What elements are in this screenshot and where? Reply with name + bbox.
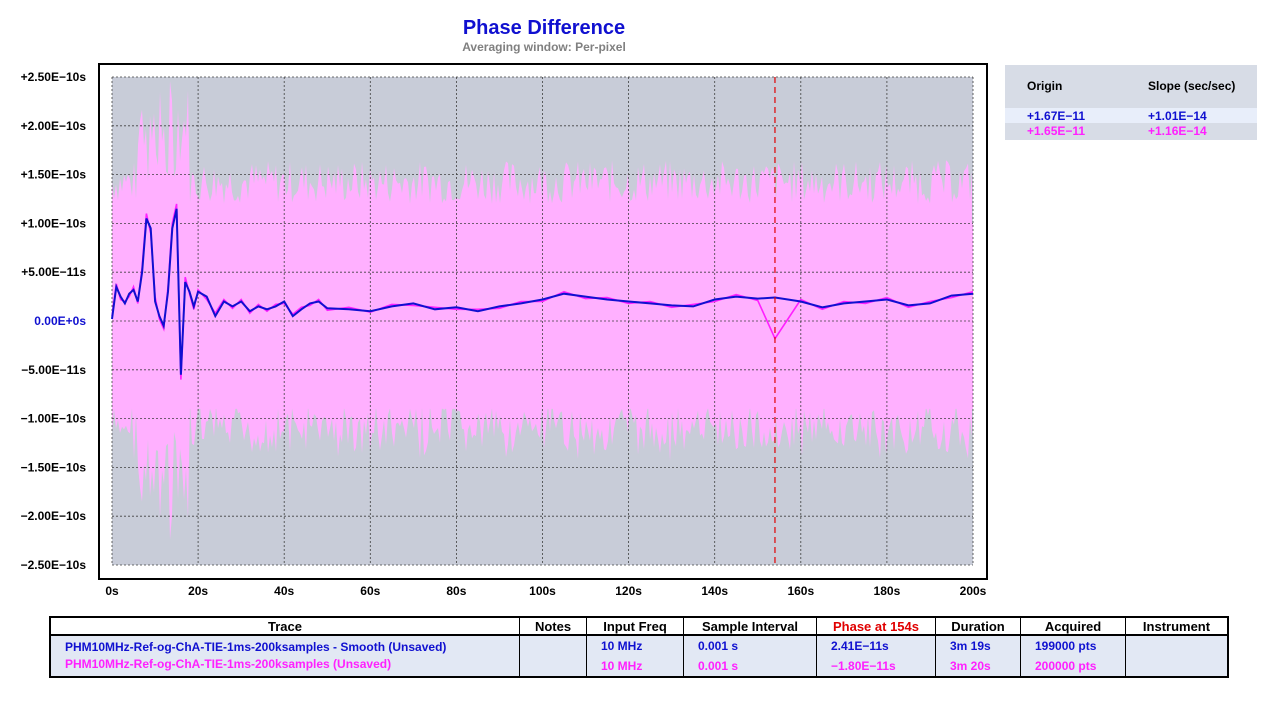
y-tick-label: −1.50E−10s <box>21 460 87 474</box>
legend-origin-2: +1.65E−11 <box>1027 124 1086 138</box>
col-notes[interactable]: Notes <box>519 616 587 636</box>
cell-freq: 10 MHz <box>586 656 684 677</box>
y-tick-labels: +2.50E−10s +2.00E−10s +1.50E−10s +1.00E−10s… <box>21 70 87 572</box>
cell-interval: 0.001 s <box>683 635 817 656</box>
x-tick-label: 200s <box>960 584 987 598</box>
x-tick-label: 0s <box>105 584 119 598</box>
cell-notes <box>519 656 587 677</box>
y-tick-label: −1.00E−10s <box>21 412 87 426</box>
y-tick-label: −2.00E−10s <box>21 509 87 523</box>
y-tick-label: +2.50E−10s <box>21 70 87 84</box>
cell-acquired: 199000 pts <box>1020 635 1126 656</box>
table-header-row: Trace Notes Input Freq Sample Interval P… <box>49 616 1229 636</box>
x-tick-label: 80s <box>446 584 466 598</box>
x-tick-label: 60s <box>360 584 380 598</box>
cell-freq: 10 MHz <box>586 635 684 656</box>
legend-header-origin: Origin <box>1027 79 1063 93</box>
fit-legend: Origin Slope (sec/sec) +1.67E−11 +1.01E−… <box>1005 65 1257 140</box>
cell-duration: 3m 20s <box>935 656 1021 677</box>
cell-notes <box>519 635 587 656</box>
x-tick-label: 140s <box>701 584 728 598</box>
col-trace[interactable]: Trace <box>49 616 520 636</box>
series-layer <box>111 203 974 380</box>
x-tick-label: 40s <box>274 584 294 598</box>
col-sample-interval[interactable]: Sample Interval <box>683 616 817 636</box>
trace-table: Trace Notes Input Freq Sample Interval P… <box>49 616 1229 678</box>
series-line-1 <box>111 208 974 375</box>
chart-subtitle: Averaging window: Per-pixel <box>462 40 626 54</box>
col-acquired[interactable]: Acquired <box>1020 616 1126 636</box>
col-input-freq[interactable]: Input Freq <box>586 616 684 636</box>
y-tick-label: +2.00E−10s <box>21 119 87 133</box>
y-tick-label: +1.50E−10s <box>21 168 87 182</box>
legend-slope-2: +1.16E−14 <box>1148 124 1207 138</box>
cell-phase: 2.41E−11s <box>816 635 936 656</box>
cell-trace: PHM10MHz-Ref-og-ChA-TIE-1ms-200ksamples … <box>49 656 520 677</box>
x-tick-label: 100s <box>529 584 556 598</box>
y-tick-label: +1.00E−10s <box>21 216 87 230</box>
x-tick-label: 120s <box>615 584 642 598</box>
grid-layer <box>111 76 974 566</box>
cell-trace: PHM10MHz-Ref-og-ChA-TIE-1ms-200ksamples … <box>49 635 520 656</box>
cell-interval: 0.001 s <box>683 656 817 677</box>
table-row[interactable]: PHM10MHz-Ref-og-ChA-TIE-1ms-200ksamples … <box>49 635 1229 656</box>
cell-phase: −1.80E−11s <box>816 656 936 677</box>
col-duration[interactable]: Duration <box>935 616 1021 636</box>
cell-duration: 3m 19s <box>935 635 1021 656</box>
legend-origin-1: +1.67E−11 <box>1027 109 1086 123</box>
x-tick-label: 20s <box>188 584 208 598</box>
legend-slope-1: +1.01E−14 <box>1148 109 1207 123</box>
cell-instrument <box>1125 656 1229 677</box>
y-tick-label: +5.00E−11s <box>21 265 86 279</box>
col-instrument[interactable]: Instrument <box>1125 616 1229 636</box>
y-tick-label: −2.50E−10s <box>21 558 87 572</box>
x-tick-label: 160s <box>787 584 814 598</box>
x-tick-labels: 0s 20s 40s 60s 80s 100s 120s 140s 160s 180s 200s <box>105 584 986 598</box>
legend-highlight-row <box>1005 108 1257 123</box>
legend-header-slope: Slope (sec/sec) <box>1148 79 1236 93</box>
chart-title: Phase Difference <box>462 17 626 39</box>
col-phase[interactable]: Phase at 154s <box>816 616 936 636</box>
y-tick-label: −5.00E−11s <box>21 363 86 377</box>
cell-instrument <box>1125 635 1229 656</box>
cell-acquired: 200000 pts <box>1020 656 1126 677</box>
table-row[interactable]: PHM10MHz-Ref-og-ChA-TIE-1ms-200ksamples … <box>49 656 1229 677</box>
y-tick-label: 0.00E+0s <box>34 314 86 328</box>
x-tick-label: 180s <box>874 584 901 598</box>
phase-chart[interactable]: +2.50E−10s +2.00E−10s +1.50E−10s +1.00E−10s… <box>0 0 1000 600</box>
